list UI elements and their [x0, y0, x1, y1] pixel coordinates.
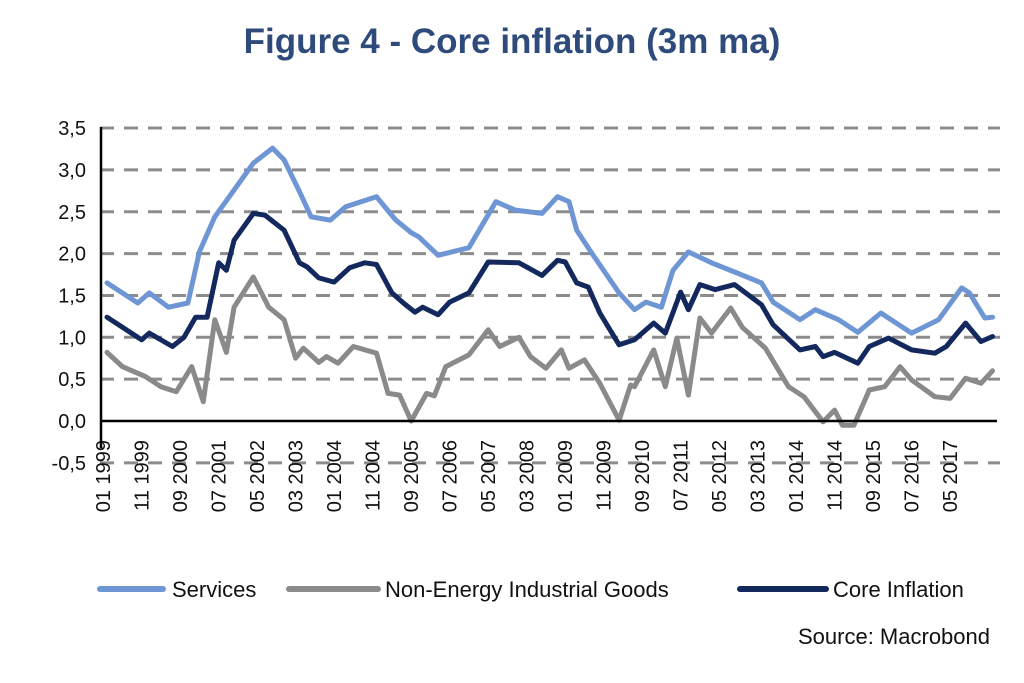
- x-tick-label: 09 2000: [170, 440, 192, 512]
- y-tick-label: 0,5: [58, 369, 86, 391]
- x-tick-label: 09 2005: [401, 440, 423, 512]
- y-tick-label: 0,0: [58, 411, 86, 433]
- x-tick-label: 07 2016: [902, 440, 924, 512]
- x-tick-label: 07 2001: [209, 440, 231, 512]
- y-tick-label: -0,5: [52, 453, 86, 475]
- y-tick-label: 3,5: [58, 118, 86, 140]
- legend: Services Non-Energy Industrial Goods Core …: [97, 577, 964, 602]
- legend-label: Non-Energy Industrial Goods: [385, 577, 669, 602]
- y-tick-label: 1,0: [58, 327, 86, 349]
- legend-label: Core Inflation: [833, 577, 964, 602]
- series-line-core-inflation: [104, 210, 995, 366]
- y-tick-label: 2,0: [58, 244, 86, 266]
- x-tick-label: 01 1999: [93, 440, 115, 512]
- legend-label: Services: [172, 577, 256, 602]
- series-lines: [104, 145, 995, 428]
- x-tick-label: 11 2009: [594, 440, 616, 511]
- chart-title: Figure 4 - Core inflation (3m ma): [243, 22, 781, 61]
- x-tick-label: 01 2009: [555, 440, 577, 512]
- x-tick-label: 01 2014: [786, 440, 808, 512]
- axes: [99, 127, 997, 448]
- series-line-non-energy-industrial-goods: [104, 274, 995, 428]
- x-tick-label: 11 2004: [363, 440, 385, 511]
- y-tick-label: 2,5: [58, 202, 86, 224]
- x-tick-label: 07 2006: [440, 440, 462, 512]
- x-tick-label: 03 2003: [286, 440, 308, 512]
- x-tick-label: 03 2013: [748, 440, 770, 512]
- x-axis-ticks: 01 1999 11 1999 09 2000 07 2001 05 2002 03 20…: [93, 440, 962, 512]
- x-tick-label: 03 2008: [517, 440, 539, 512]
- y-axis-ticks: 3,5 3,0 2,5 2,0 1,5 1,0 0,5 0,0 -0,5: [52, 118, 86, 475]
- x-tick-label: 11 1999: [132, 440, 154, 511]
- gridlines: [100, 126, 1000, 465]
- y-tick-label: 3,0: [58, 160, 86, 182]
- source-note: Source: Macrobond: [798, 624, 990, 649]
- x-tick-label: 05 2007: [478, 440, 500, 512]
- x-tick-label: 05 2017: [940, 440, 962, 512]
- x-tick-label: 07 2011: [671, 440, 693, 511]
- x-tick-label: 09 2010: [632, 440, 654, 512]
- legend-item: Core Inflation: [737, 577, 964, 602]
- x-tick-label: 05 2002: [247, 440, 269, 512]
- x-tick-label: 05 2012: [709, 440, 731, 512]
- x-tick-label: 01 2004: [324, 440, 346, 512]
- y-tick-label: 1,5: [58, 285, 86, 307]
- x-tick-label: 11 2014: [825, 440, 847, 511]
- series-line-services: [104, 145, 995, 336]
- legend-item: Non-Energy Industrial Goods: [286, 577, 669, 602]
- x-tick-label: 09 2015: [863, 440, 885, 512]
- legend-item: Services: [97, 577, 256, 602]
